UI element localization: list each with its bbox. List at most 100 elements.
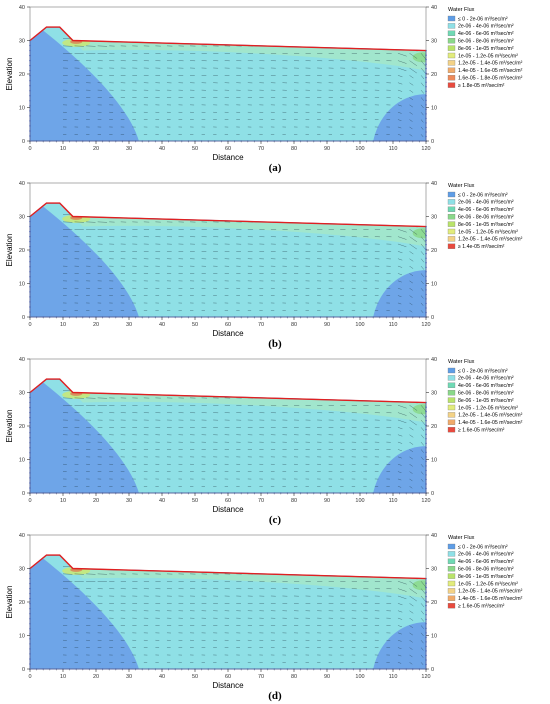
y-tick-label-right: 20	[431, 248, 437, 254]
y-tick-label: 0	[22, 139, 25, 145]
legend-label: 2e-06 - 4e-06 m³/sec/m²	[458, 200, 514, 206]
legend-swatch	[447, 566, 456, 572]
legend-swatch	[447, 15, 456, 22]
x-tick-label: 90	[324, 498, 330, 504]
y-tick-label-right: 0	[431, 491, 434, 497]
legend-label: ≤ 0 - 2e-06 m³/sec/m²	[458, 368, 508, 374]
legend-title: Water Flux	[448, 183, 475, 189]
legend-swatch	[447, 412, 456, 418]
y-tick-label-right: 40	[431, 357, 437, 363]
y-tick-label-right: 20	[431, 72, 437, 78]
y-tick-label: 40	[19, 357, 25, 363]
x-tick-label: 60	[225, 146, 231, 152]
legend-swatch	[447, 45, 456, 51]
y-tick-label: 40	[19, 5, 25, 11]
legend: Water Flux ≤ 0 - 2e-06 m³/sec/m² 2e-06 - 4…	[447, 7, 523, 89]
legend-label: ≥ 1.8e-05 m³/sec/m²	[458, 83, 505, 89]
flux-band-surface	[72, 568, 426, 599]
x-tick-label: 50	[192, 498, 198, 504]
x-axis-label: Distance	[212, 681, 244, 690]
caption-a: (a)	[268, 162, 282, 174]
legend-swatch	[447, 390, 456, 396]
legend-label: 1.2e-05 - 1.4e-05 m³/sec/m²	[458, 237, 523, 243]
legend-swatch	[447, 67, 456, 73]
x-tick-label: 60	[225, 322, 231, 328]
flux-band-surface	[72, 392, 426, 423]
legend-label: 1.4e-05 - 1.6e-05 m³/sec/m²	[458, 420, 523, 426]
legend-swatch	[447, 427, 456, 433]
legend-label: ≤ 0 - 2e-06 m³/sec/m²	[458, 192, 508, 198]
legend-swatch	[447, 243, 456, 249]
x-tick-label: 40	[159, 322, 165, 328]
x-tick-label: 30	[126, 498, 132, 504]
y-tick-label: 20	[19, 248, 25, 254]
legend-swatch	[447, 236, 456, 242]
x-tick-label: 10	[60, 146, 66, 152]
x-tick-label: 120	[421, 322, 430, 328]
legend-label: ≤ 0 - 2e-06 m³/sec/m²	[458, 16, 508, 22]
legend-swatch	[447, 375, 456, 381]
x-tick-label: 20	[93, 498, 99, 504]
y-tick-label: 20	[19, 424, 25, 430]
x-tick-label: 0	[28, 322, 31, 328]
x-tick-label: 70	[258, 322, 264, 328]
y-tick-label-right: 0	[431, 667, 434, 673]
x-tick-label: 110	[389, 322, 398, 328]
flux-zone-right	[373, 94, 426, 141]
x-tick-label: 100	[355, 674, 364, 680]
y-tick-label: 30	[19, 39, 25, 45]
legend-label: 4e-06 - 6e-06 m³/sec/m²	[458, 31, 514, 37]
x-tick-label: 30	[126, 322, 132, 328]
surface-line	[29, 26, 427, 52]
flux-field	[30, 203, 426, 317]
caption-d: (d)	[268, 690, 282, 702]
legend-title: Water Flux	[448, 7, 475, 13]
y-tick-label-right: 20	[431, 600, 437, 606]
legend-swatch	[447, 419, 456, 425]
y-tick-label: 30	[19, 567, 25, 573]
caption-c: (c)	[268, 514, 282, 526]
x-axis-label: Distance	[212, 329, 244, 338]
legend-label: 1.2e-05 - 1.4e-05 m³/sec/m²	[458, 61, 523, 67]
x-axis-label: Distance	[212, 505, 244, 514]
x-tick-label: 50	[192, 674, 198, 680]
x-tick-label: 10	[60, 674, 66, 680]
y-axis-label: Elevation	[5, 234, 14, 267]
x-axis-label: Distance	[212, 153, 244, 162]
legend-swatch	[447, 367, 456, 374]
y-tick-label-right: 30	[431, 391, 437, 397]
x-tick-label: 40	[159, 146, 165, 152]
legend-swatch	[447, 588, 456, 594]
y-tick-label: 40	[19, 181, 25, 187]
flux-zone-right	[373, 446, 426, 493]
x-tick-label: 110	[389, 674, 398, 680]
legend-swatch	[447, 23, 456, 29]
x-tick-label: 10	[60, 498, 66, 504]
legend-label: ≥ 1.6e-05 m³/sec/m²	[458, 604, 505, 610]
y-tick-label-right: 30	[431, 215, 437, 221]
panel-d: 0 10 20 30 40 50 60 70 80 90 100 110 120 0 0 10 10 20 20 30…	[0, 528, 550, 704]
flux-field	[30, 27, 426, 141]
x-tick-label: 70	[258, 146, 264, 152]
y-tick-label-right: 40	[431, 5, 437, 11]
y-tick-label-right: 10	[431, 458, 437, 464]
y-tick-label: 0	[22, 315, 25, 321]
y-tick-label: 30	[19, 215, 25, 221]
flux-band-surface	[72, 40, 426, 71]
x-tick-label: 10	[60, 322, 66, 328]
panel-b: 0 10 20 30 40 50 60 70 80 90 100 110 120 0 0 10 10 20 20 30…	[0, 176, 550, 352]
legend-label: 4e-06 - 6e-06 m³/sec/m²	[458, 559, 514, 565]
y-axis-label: Elevation	[5, 586, 14, 619]
x-tick-label: 40	[159, 674, 165, 680]
y-tick-label-right: 10	[431, 634, 437, 640]
legend-swatch	[447, 580, 456, 587]
y-tick-label-right: 30	[431, 567, 437, 573]
legend-swatch	[447, 558, 456, 564]
legend-swatch	[447, 382, 456, 388]
y-tick-label-right: 0	[431, 139, 434, 145]
legend: Water Flux ≤ 0 - 2e-06 m³/sec/m² 2e-06 - 4…	[447, 535, 523, 610]
surface-line	[29, 554, 427, 580]
flux-field	[30, 555, 426, 669]
y-tick-label-right: 10	[431, 106, 437, 112]
